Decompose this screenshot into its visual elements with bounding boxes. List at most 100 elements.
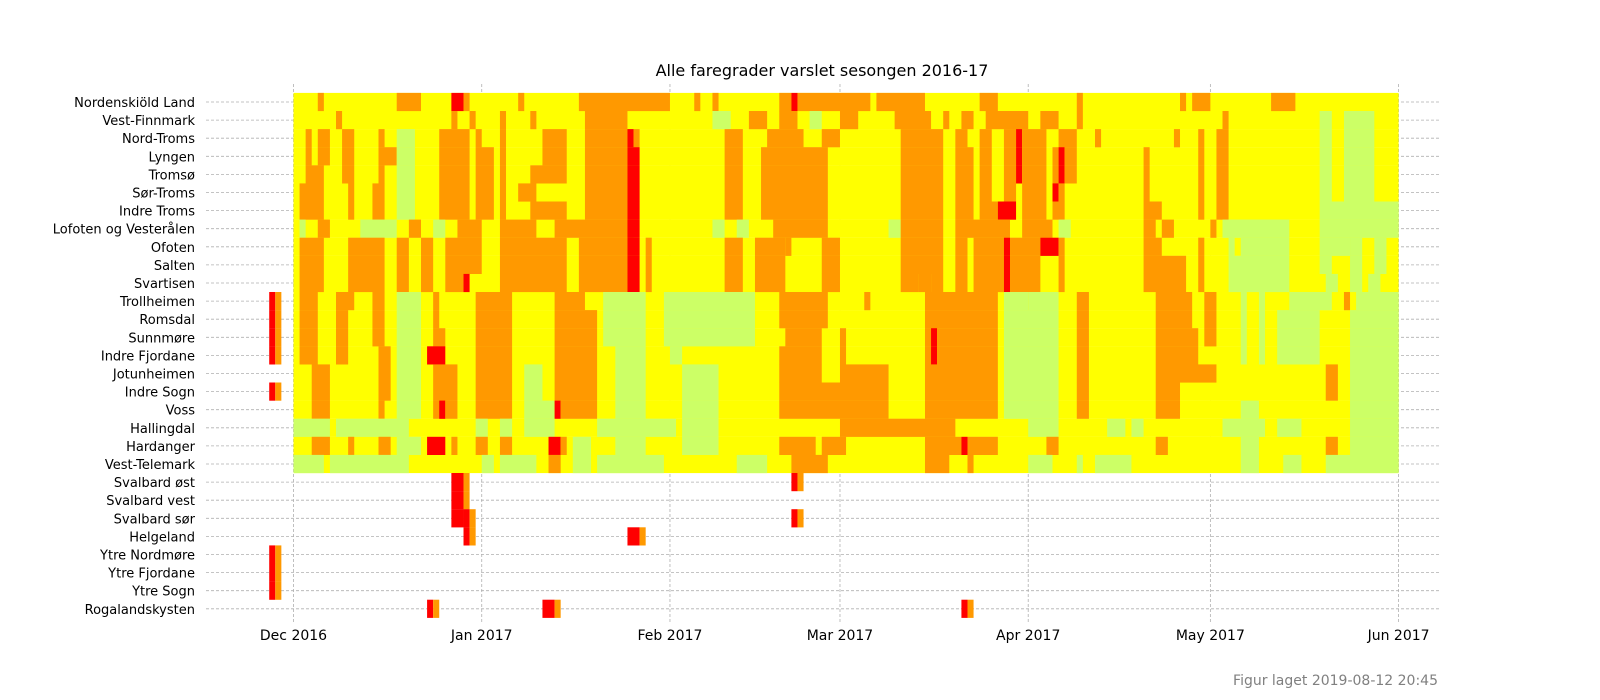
region-label: Vest-Finnmark (102, 114, 195, 129)
heatmap-cell (1319, 129, 1332, 148)
heatmap-cell (1076, 346, 1089, 365)
heatmap-cell (1058, 237, 1065, 256)
heatmap-cell (433, 292, 440, 311)
heatmap-cell (542, 147, 567, 166)
heatmap-cell (1216, 183, 1229, 202)
heatmap-cell (481, 454, 494, 474)
heatmap-cell (499, 454, 537, 474)
heatmap-cell (293, 255, 1399, 274)
heatmap-cell (372, 183, 385, 202)
heatmap-cell (299, 328, 318, 347)
heatmap-cell (1076, 454, 1083, 474)
heatmap-cell (1350, 418, 1399, 437)
heatmap-cell (669, 346, 683, 365)
heatmap-cell (451, 473, 464, 492)
heatmap-cell (269, 346, 276, 365)
heatmap-cell (973, 237, 1004, 256)
heatmap-cell (1216, 201, 1229, 220)
heatmap-cell (955, 201, 974, 220)
heatmap-cell (1052, 201, 1065, 220)
x-tick-label: Mar 2017 (807, 628, 874, 644)
heatmap-cell (1277, 346, 1320, 365)
heatmap-cell (682, 436, 719, 455)
heatmap-cell (761, 183, 828, 202)
heatmap-cell (530, 201, 567, 220)
heatmap-cell (767, 129, 804, 148)
heatmap-cell (888, 219, 901, 238)
heatmap-cell (1143, 165, 1150, 184)
heatmap-cell (1016, 147, 1023, 166)
heatmap-cell (578, 273, 628, 293)
heatmap-cell (518, 183, 537, 202)
heatmap-cell (475, 364, 513, 383)
heatmap-cell (554, 310, 598, 329)
region-label: Ytre Sogn (131, 585, 195, 600)
heatmap-cell (275, 310, 282, 329)
heatmap-cell (809, 111, 822, 130)
heatmap-cell (955, 165, 974, 184)
heatmap-cell (1277, 328, 1320, 347)
heatmap-cell (761, 201, 828, 220)
heatmap-cell (1040, 237, 1059, 256)
heatmap-cell (1003, 346, 1059, 365)
heatmap-cell (864, 292, 871, 311)
heatmap-cell (1319, 183, 1332, 202)
heatmap-cell (475, 201, 494, 220)
heatmap-cell (955, 273, 968, 293)
heatmap-cell (1161, 219, 1174, 238)
heatmap-cell (1325, 273, 1338, 293)
heatmap-cell (378, 382, 391, 401)
heatmap-cell (348, 201, 355, 220)
heatmap-cell (1003, 165, 1017, 184)
heatmap-cell (1058, 147, 1065, 166)
heatmap-cell (724, 129, 743, 148)
heatmap-cell (542, 599, 555, 618)
heatmap-cell (955, 129, 968, 148)
heatmap-cell (900, 237, 944, 256)
heatmap-cell (694, 92, 701, 112)
heatmap-cell (421, 273, 434, 293)
heatmap-cell (305, 165, 324, 184)
heatmap-cell (317, 129, 330, 148)
heatmap-cell (1374, 255, 1387, 274)
heatmap-cell (336, 346, 349, 365)
heatmap-cell (839, 418, 956, 437)
heatmap-cell (779, 111, 798, 130)
heatmap-cell (499, 237, 567, 256)
heatmap-cell (1022, 219, 1053, 238)
heatmap-cell (821, 129, 840, 148)
heatmap-cell (275, 292, 282, 311)
heatmap-cell (1258, 310, 1266, 329)
heatmap-cell (627, 237, 640, 256)
heatmap-cell (548, 436, 561, 455)
heatmap-cell (839, 364, 889, 383)
heatmap-cell (499, 273, 567, 293)
heatmap-cell (499, 201, 507, 220)
heatmap-cell (317, 147, 330, 166)
heatmap-cell (627, 527, 640, 546)
heatmap-cell (900, 255, 944, 274)
heatmap-cell (1076, 382, 1089, 401)
heatmap-cell (876, 92, 925, 112)
heatmap-cell (1131, 418, 1144, 437)
heatmap-cell (299, 273, 324, 293)
heatmap-cell (293, 292, 1399, 311)
heatmap-cell (396, 292, 422, 311)
heatmap-cell (427, 436, 446, 455)
heatmap-cell (275, 346, 282, 365)
heatmap-cell (336, 292, 355, 311)
heatmap-cell (1374, 237, 1387, 256)
heatmap-cell (1003, 129, 1017, 148)
heatmap-cell (754, 255, 786, 274)
heatmap-cell (427, 346, 446, 365)
heatmap-cell (1343, 147, 1375, 166)
heatmap-cell (1319, 165, 1332, 184)
heatmap-cell (900, 147, 944, 166)
heatmap-cell (475, 183, 494, 202)
heatmap-cell (475, 292, 513, 311)
heatmap-cell (955, 183, 974, 202)
heatmap-cell (439, 400, 446, 419)
x-tick-label: Dec 2016 (260, 628, 327, 644)
region-label: Sunnmøre (128, 331, 195, 346)
